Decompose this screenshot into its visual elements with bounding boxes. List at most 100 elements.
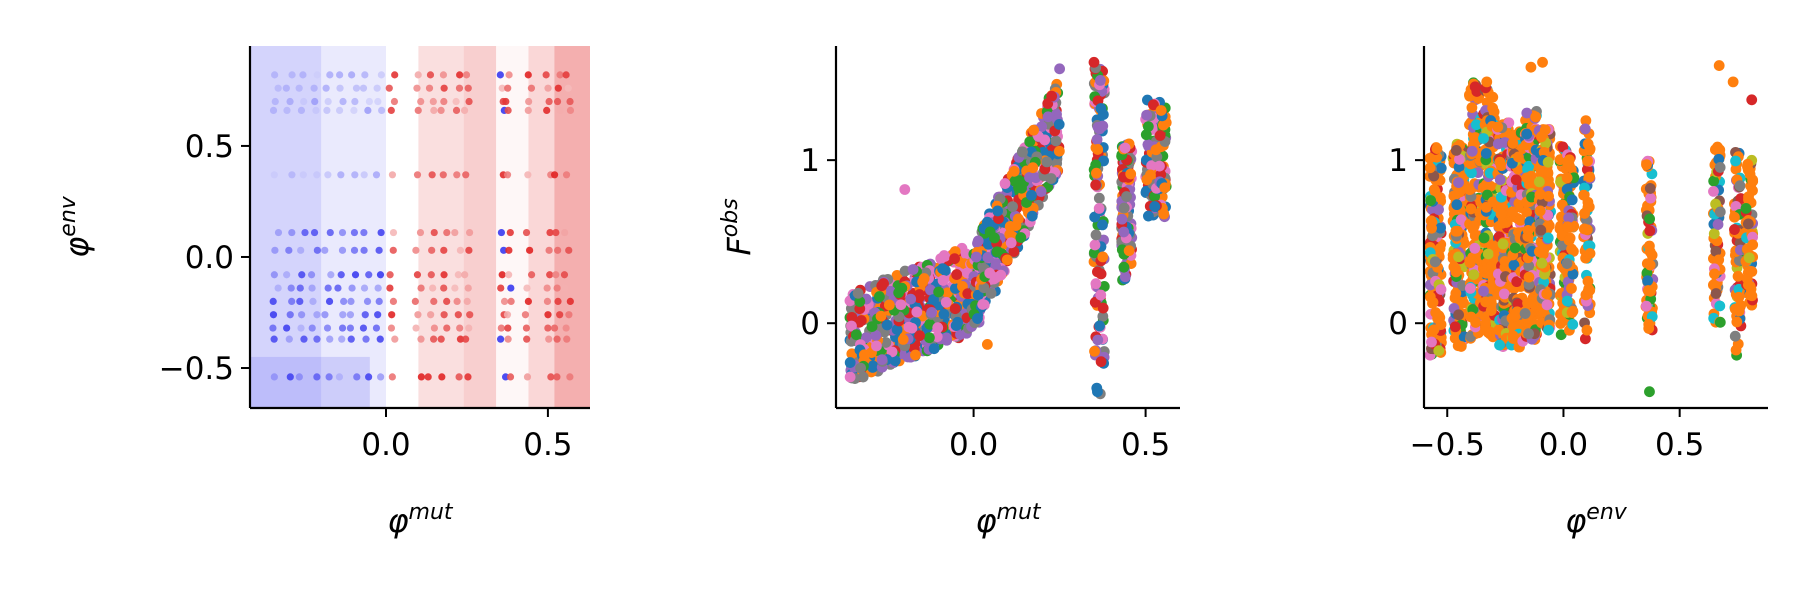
heatmap-point: [274, 284, 282, 292]
heatmap-point: [463, 297, 471, 305]
heatmap-point: [412, 246, 420, 254]
heatmap-point: [525, 97, 533, 106]
heatmap-x-tick-label: 0.5: [523, 427, 572, 463]
heatmap-point: [503, 311, 512, 319]
scatter-env-point: [1523, 260, 1535, 272]
heatmap-point: [545, 335, 553, 343]
scatter-mut-point: [1157, 119, 1169, 131]
heatmap-point: [310, 228, 319, 237]
scatter-env-point: [1579, 123, 1591, 135]
scatter-mut-point: [1158, 208, 1170, 220]
heatmap-point: [543, 297, 552, 305]
heatmap-point: [524, 297, 532, 305]
scatter-mut-point: [1027, 162, 1039, 174]
heatmap-point: [286, 373, 294, 381]
heatmap-point: [388, 373, 396, 381]
heatmap-point: [288, 71, 296, 79]
heatmap-point: [417, 373, 425, 381]
heatmap-point: [351, 97, 359, 106]
scatter-mut-point: [896, 282, 908, 294]
heatmap-point: [437, 106, 445, 115]
heatmap-point: [550, 171, 559, 179]
scatter-env-point: [1644, 213, 1656, 225]
scatter-env-point: [1453, 309, 1464, 321]
scatter-mut-point: [875, 310, 887, 322]
heatmap-point: [285, 246, 293, 254]
heatmap-point: [496, 71, 504, 79]
scatter-env-point: [1714, 300, 1726, 312]
heatmap-point: [325, 297, 334, 305]
heatmap-point: [313, 246, 321, 254]
scatter-env-point: [1578, 189, 1590, 201]
heatmap-point: [546, 271, 554, 279]
heatmap-point: [337, 271, 345, 279]
scatter-mut-point: [978, 282, 990, 294]
heatmap-point: [440, 97, 448, 106]
heatmap-x-label: φmut: [387, 500, 453, 540]
scatter-env-point: [1431, 143, 1443, 155]
heatmap-contour-band: [321, 46, 386, 408]
scatter-env-point: [1469, 81, 1481, 93]
scatter-env-point: [1729, 224, 1740, 235]
scatter-env-point: [1495, 208, 1507, 220]
scatter-env-point: [1538, 146, 1550, 158]
scatter-env-point: [1566, 194, 1578, 206]
heatmap-point: [428, 246, 436, 254]
scatter-env-point: [1428, 324, 1440, 336]
heatmap-point: [360, 284, 369, 292]
scatter-mut-point: [1016, 182, 1027, 194]
heatmap-point: [504, 335, 512, 343]
scatter-mut-point: [1097, 120, 1109, 132]
heatmap-point: [326, 71, 334, 79]
scatter-mut-y-ticks: 01: [800, 143, 836, 342]
scatter-mut-point: [857, 371, 869, 383]
scatter-mut-point: [1116, 213, 1128, 225]
scatter-env-points: [1424, 56, 1759, 398]
heatmap-point: [505, 246, 513, 254]
scatter-env-point: [1480, 296, 1492, 308]
scatter-env-point: [1641, 300, 1652, 312]
heatmap-point: [522, 228, 531, 237]
scatter-mut-point: [1001, 254, 1013, 266]
heatmap-point: [451, 284, 459, 292]
scatter-env-point: [1452, 340, 1464, 352]
heatmap-point: [309, 297, 317, 305]
scatter-mut-point: [1005, 237, 1017, 249]
scatter-env-point: [1450, 266, 1462, 278]
scatter-env-point: [1519, 308, 1531, 319]
heatmap-point: [547, 373, 555, 381]
heatmap-point: [323, 106, 331, 115]
scatter-mut-point: [852, 287, 864, 299]
scatter-mut-point: [972, 289, 984, 301]
scatter-env-point: [1567, 268, 1579, 280]
heatmap-point: [505, 71, 513, 79]
heatmap-point: [321, 311, 329, 319]
scatter-mut-point: [933, 286, 945, 298]
scatter-env-point: [1465, 158, 1477, 170]
scatter-env-point: [1580, 115, 1592, 126]
scatter-env-point: [1746, 266, 1758, 277]
scatter-mut-point: [850, 329, 862, 341]
scatter-env-point: [1561, 295, 1573, 307]
scatter-mut-point: [938, 250, 950, 261]
scatter-mut-point: [1123, 245, 1135, 257]
scatter-env-point: [1542, 156, 1554, 168]
scatter-env-point: [1426, 222, 1437, 234]
scatter-env-point: [1730, 344, 1742, 356]
heatmap-point: [413, 171, 422, 179]
scatter-env-point: [1709, 268, 1720, 280]
scatter-env-point: [1434, 243, 1446, 254]
scatter-mut-point: [1028, 124, 1040, 136]
heatmap-point: [414, 71, 422, 79]
scatter-mut-point: [1090, 167, 1102, 179]
scatter-mut-point: [1092, 144, 1104, 155]
scatter-mut-point: [1053, 145, 1065, 157]
scatter-mut-point: [871, 340, 882, 352]
heatmap-point: [560, 271, 569, 279]
scatter-mut-point: [950, 320, 962, 331]
scatter-mut-point: [1088, 247, 1100, 259]
scatter-env-point: [1584, 284, 1596, 296]
scatter-env-point: [1742, 279, 1754, 291]
scatter-mut-point: [1041, 156, 1053, 168]
scatter-mut-point: [938, 308, 950, 320]
